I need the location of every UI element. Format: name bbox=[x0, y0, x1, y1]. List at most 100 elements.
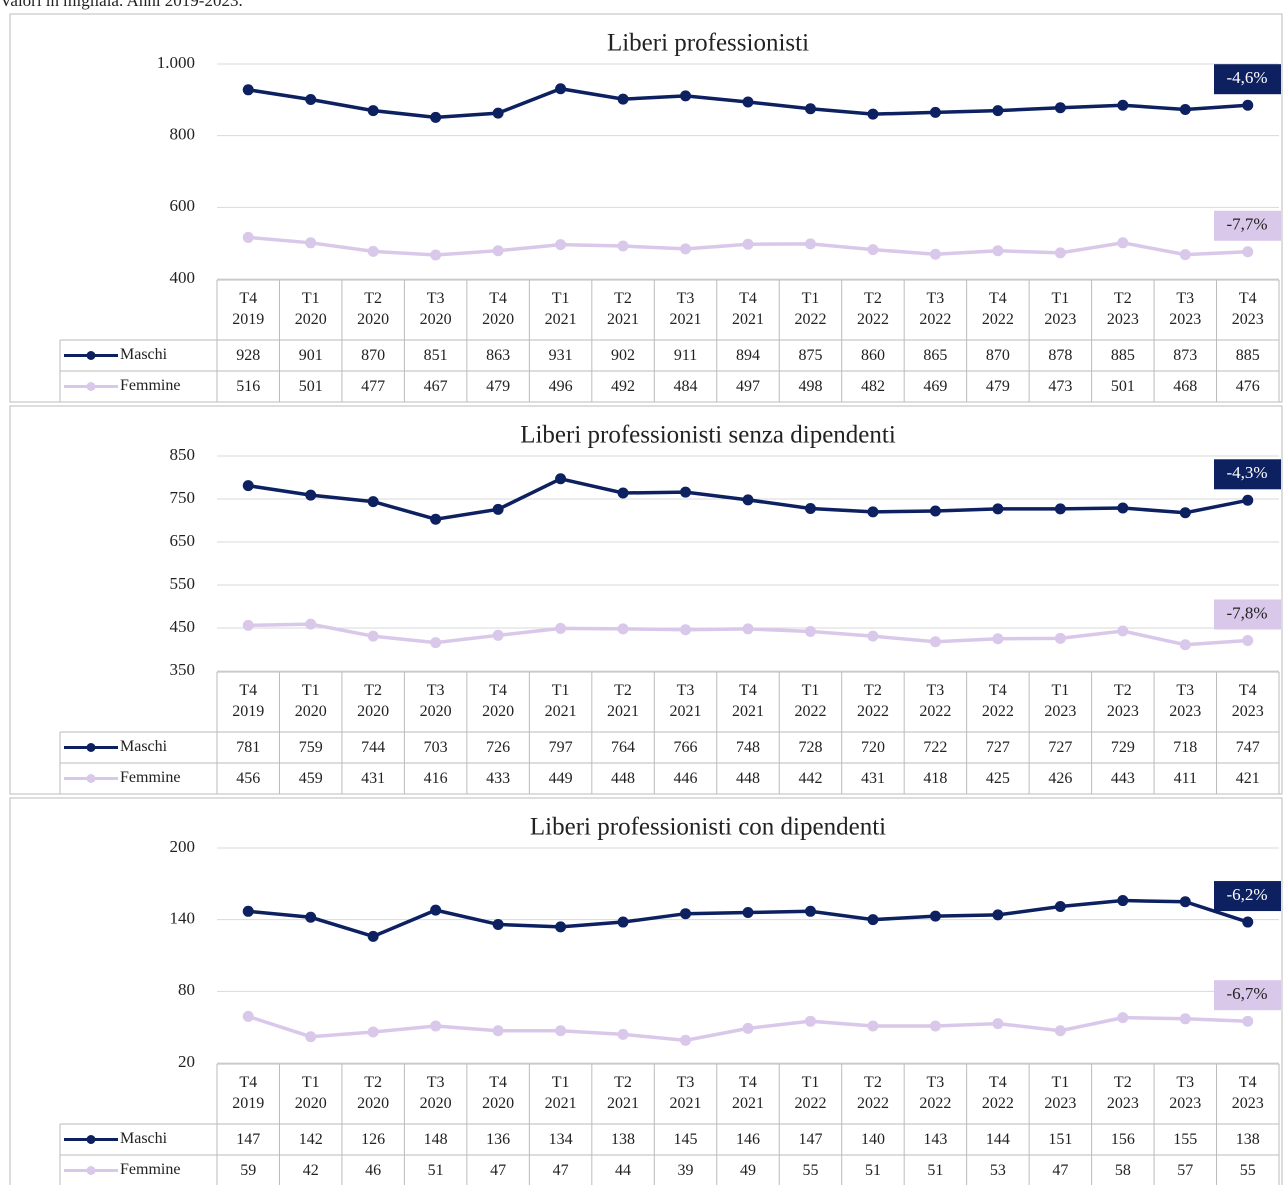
table-value: 144 bbox=[986, 1131, 1010, 1148]
x-tick-label: T4 2023 bbox=[1232, 1074, 1264, 1112]
table-value: 727 bbox=[1048, 739, 1072, 756]
data-point bbox=[492, 245, 504, 257]
table-value: 479 bbox=[486, 378, 510, 395]
legend-label: Maschi bbox=[120, 738, 168, 755]
subtitle: Valori in migliaia. Anni 2019-2023. bbox=[0, 0, 243, 10]
data-point bbox=[680, 90, 692, 102]
data-point bbox=[1179, 639, 1191, 651]
data-point bbox=[617, 916, 629, 928]
table-value: 467 bbox=[424, 378, 448, 395]
x-tick-label: T1 2023 bbox=[1044, 682, 1076, 720]
table-value: 146 bbox=[736, 1131, 760, 1148]
table-value: 456 bbox=[236, 770, 260, 787]
x-tick-label: T1 2022 bbox=[794, 290, 827, 328]
x-tick-label: T3 2022 bbox=[919, 290, 952, 328]
x-tick-label: T2 2022 bbox=[857, 290, 889, 328]
panel-border bbox=[9, 405, 1283, 795]
table-value: 53 bbox=[990, 1162, 1006, 1179]
x-tick-label: T4 2023 bbox=[1232, 682, 1264, 720]
change-label: -7,8% bbox=[1226, 603, 1267, 622]
x-tick-label: T4 2020 bbox=[482, 1074, 515, 1112]
data-point bbox=[492, 629, 504, 641]
x-tick-label: T2 2021 bbox=[607, 1074, 640, 1112]
table-value: 44 bbox=[615, 1162, 631, 1179]
y-tick-label: 750 bbox=[170, 488, 196, 507]
y-tick-label: 200 bbox=[170, 837, 196, 856]
table-value: 448 bbox=[736, 770, 760, 787]
data-point bbox=[430, 111, 442, 123]
table-value: 433 bbox=[486, 770, 510, 787]
data-point bbox=[742, 1022, 754, 1034]
table-value: 148 bbox=[424, 1131, 448, 1148]
x-tick-label: T4 2020 bbox=[482, 290, 515, 328]
x-tick-label: T3 2020 bbox=[420, 682, 452, 720]
change-badge bbox=[1214, 599, 1281, 630]
x-tick-label: T1 2023 bbox=[1044, 1074, 1076, 1112]
table-value: 496 bbox=[549, 378, 573, 395]
x-tick-label: T2 2020 bbox=[357, 682, 390, 720]
y-tick-label: 450 bbox=[170, 617, 196, 636]
change-label: -6,2% bbox=[1226, 885, 1267, 904]
table-value: 501 bbox=[299, 378, 323, 395]
x-tick-label: T1 2022 bbox=[794, 290, 827, 328]
x-tick-label: T4 2020 bbox=[482, 1074, 515, 1112]
table-value: 516 bbox=[236, 378, 260, 395]
table-value: 49 bbox=[740, 1162, 756, 1179]
data-point bbox=[492, 107, 504, 119]
x-tick-label: T2 2021 bbox=[607, 1074, 640, 1112]
table-value: 902 bbox=[611, 347, 635, 364]
data-point bbox=[1242, 99, 1254, 111]
table-value: 863 bbox=[486, 347, 510, 364]
table-value: 764 bbox=[611, 739, 635, 756]
x-tick-label: T1 2021 bbox=[545, 682, 577, 720]
x-tick-label: T4 2021 bbox=[731, 682, 764, 720]
x-tick-label: T3 2021 bbox=[669, 290, 702, 328]
table-value: 729 bbox=[1111, 739, 1135, 756]
table-value: 138 bbox=[1236, 1131, 1260, 1148]
data-point bbox=[929, 636, 941, 648]
data-point bbox=[1054, 102, 1066, 114]
table-value: 720 bbox=[861, 739, 885, 756]
data-point bbox=[430, 637, 442, 649]
table-value: 469 bbox=[923, 378, 947, 395]
x-tick-label: T1 2023 bbox=[1044, 290, 1076, 328]
table-value: 425 bbox=[986, 770, 1010, 787]
x-tick-label: T4 2020 bbox=[482, 290, 515, 328]
x-tick-label: T3 2020 bbox=[419, 1074, 452, 1112]
table-value: 885 bbox=[1236, 347, 1260, 364]
data-point bbox=[555, 921, 567, 933]
data-point bbox=[555, 239, 567, 251]
table-value: 797 bbox=[549, 739, 573, 756]
data-point bbox=[1117, 895, 1129, 907]
table-value: 901 bbox=[299, 347, 323, 364]
data-point bbox=[867, 1020, 879, 1032]
data-point bbox=[1117, 99, 1129, 111]
x-tick-label: T2 2020 bbox=[357, 1074, 389, 1112]
y-tick-label: 850 bbox=[170, 445, 196, 464]
data-point bbox=[617, 1028, 629, 1040]
x-tick-label: T2 2023 bbox=[1107, 1074, 1139, 1112]
data-point bbox=[929, 106, 941, 118]
table-value: 781 bbox=[236, 739, 260, 756]
x-tick-label: T4 2023 bbox=[1231, 290, 1264, 328]
panel-border bbox=[9, 13, 1283, 403]
data-point bbox=[680, 243, 692, 255]
table-value: 145 bbox=[674, 1131, 698, 1148]
chart-title: Liberi professionisti bbox=[607, 30, 809, 57]
data-point bbox=[1242, 494, 1254, 506]
table-value: 459 bbox=[299, 770, 323, 787]
x-tick-label: T1 2022 bbox=[794, 1074, 826, 1112]
data-point bbox=[617, 240, 629, 252]
x-tick-label: T3 2021 bbox=[669, 290, 702, 328]
table-value: 42 bbox=[303, 1162, 319, 1179]
x-tick-label: T3 2022 bbox=[919, 1074, 952, 1112]
x-tick-label: T4 2021 bbox=[731, 682, 764, 720]
data-point bbox=[992, 633, 1004, 645]
x-tick-label: T3 2022 bbox=[919, 1074, 952, 1112]
table-value: 448 bbox=[611, 770, 635, 787]
change-badge bbox=[1214, 459, 1281, 490]
x-tick-label: T3 2020 bbox=[419, 290, 452, 328]
table-value: 473 bbox=[1048, 378, 1072, 395]
table-value: 155 bbox=[1173, 1131, 1197, 1148]
table-value: 718 bbox=[1173, 739, 1197, 756]
